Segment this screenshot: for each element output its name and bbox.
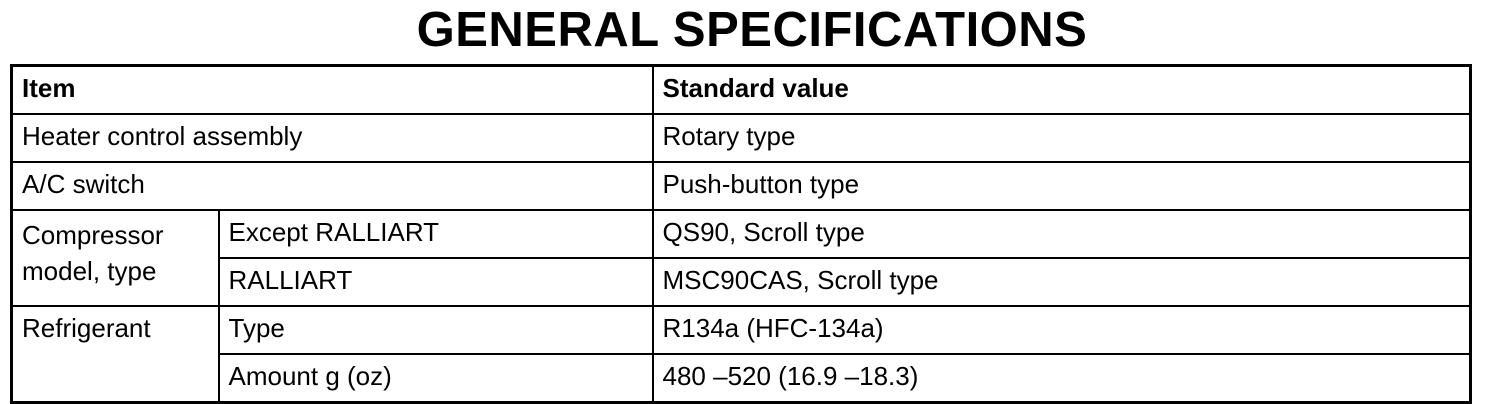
value-cell: QS90, Scroll type <box>651 209 1472 259</box>
value-cell: Rotary type <box>651 113 1472 163</box>
specifications-table: Item Standard value Heater control assem… <box>10 64 1472 404</box>
value-cell: R134a (HFC-134a) <box>651 305 1472 355</box>
sub-item-cell: Type <box>217 305 654 355</box>
value-cell: Push-button type <box>651 161 1472 211</box>
sub-item-cell: Except RALLIART <box>217 209 654 259</box>
value-cell: MSC90CAS, Scroll type <box>651 257 1472 307</box>
table-header-row: Item Standard value <box>10 64 1472 115</box>
item-cell: Heater control assembly <box>10 113 654 163</box>
table-row: Amount g (oz) 480 –520 (16.9 –18.3) <box>12 353 1472 404</box>
header-standard-value: Standard value <box>651 64 1472 115</box>
table-row: RALLIART MSC90CAS, Scroll type <box>12 257 1472 307</box>
table-row: Compressor model, type Except RALLIART Q… <box>10 209 1472 307</box>
item-cell: Refrigerant <box>10 305 220 404</box>
header-item: Item <box>10 64 654 115</box>
table-row: Refrigerant Type R134a (HFC-134a) <box>10 305 1472 404</box>
sub-item-cell: Amount g (oz) <box>217 353 654 404</box>
item-cell: A/C switch <box>10 161 654 211</box>
sub-item-cell: RALLIART <box>217 257 654 307</box>
table-row: Heater control assembly Rotary type <box>10 113 1472 163</box>
table-row: A/C switch Push-button type <box>10 161 1472 211</box>
item-cell: Compressor model, type <box>10 209 220 307</box>
value-cell: 480 –520 (16.9 –18.3) <box>651 353 1472 404</box>
page-title: GENERAL SPECIFICATIONS <box>416 3 1088 57</box>
